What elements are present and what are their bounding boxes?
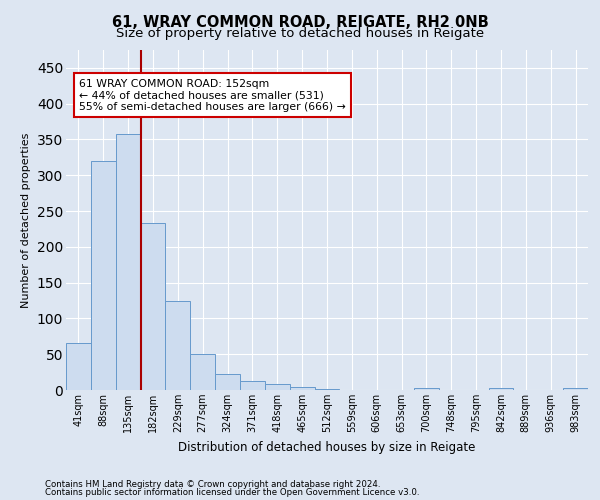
- X-axis label: Distribution of detached houses by size in Reigate: Distribution of detached houses by size …: [178, 440, 476, 454]
- Bar: [166, 300, 190, 390]
- Bar: [414, 388, 439, 390]
- Bar: [140, 223, 166, 390]
- Text: Size of property relative to detached houses in Reigate: Size of property relative to detached ho…: [116, 28, 484, 40]
- Bar: [290, 387, 314, 390]
- Text: 61, WRAY COMMON ROAD, REIGATE, RH2 0NB: 61, WRAY COMMON ROAD, REIGATE, RH2 0NB: [112, 15, 488, 30]
- Bar: [240, 380, 265, 390]
- Bar: [488, 388, 514, 390]
- Bar: [91, 161, 116, 390]
- Bar: [116, 134, 140, 390]
- Text: Contains HM Land Registry data © Crown copyright and database right 2024.: Contains HM Land Registry data © Crown c…: [45, 480, 380, 489]
- Y-axis label: Number of detached properties: Number of detached properties: [21, 132, 31, 308]
- Bar: [265, 384, 290, 390]
- Text: Contains public sector information licensed under the Open Government Licence v3: Contains public sector information licen…: [45, 488, 419, 497]
- Text: 61 WRAY COMMON ROAD: 152sqm
← 44% of detached houses are smaller (531)
55% of se: 61 WRAY COMMON ROAD: 152sqm ← 44% of det…: [79, 78, 346, 112]
- Bar: [215, 374, 240, 390]
- Bar: [66, 344, 91, 390]
- Bar: [563, 388, 588, 390]
- Bar: [190, 354, 215, 390]
